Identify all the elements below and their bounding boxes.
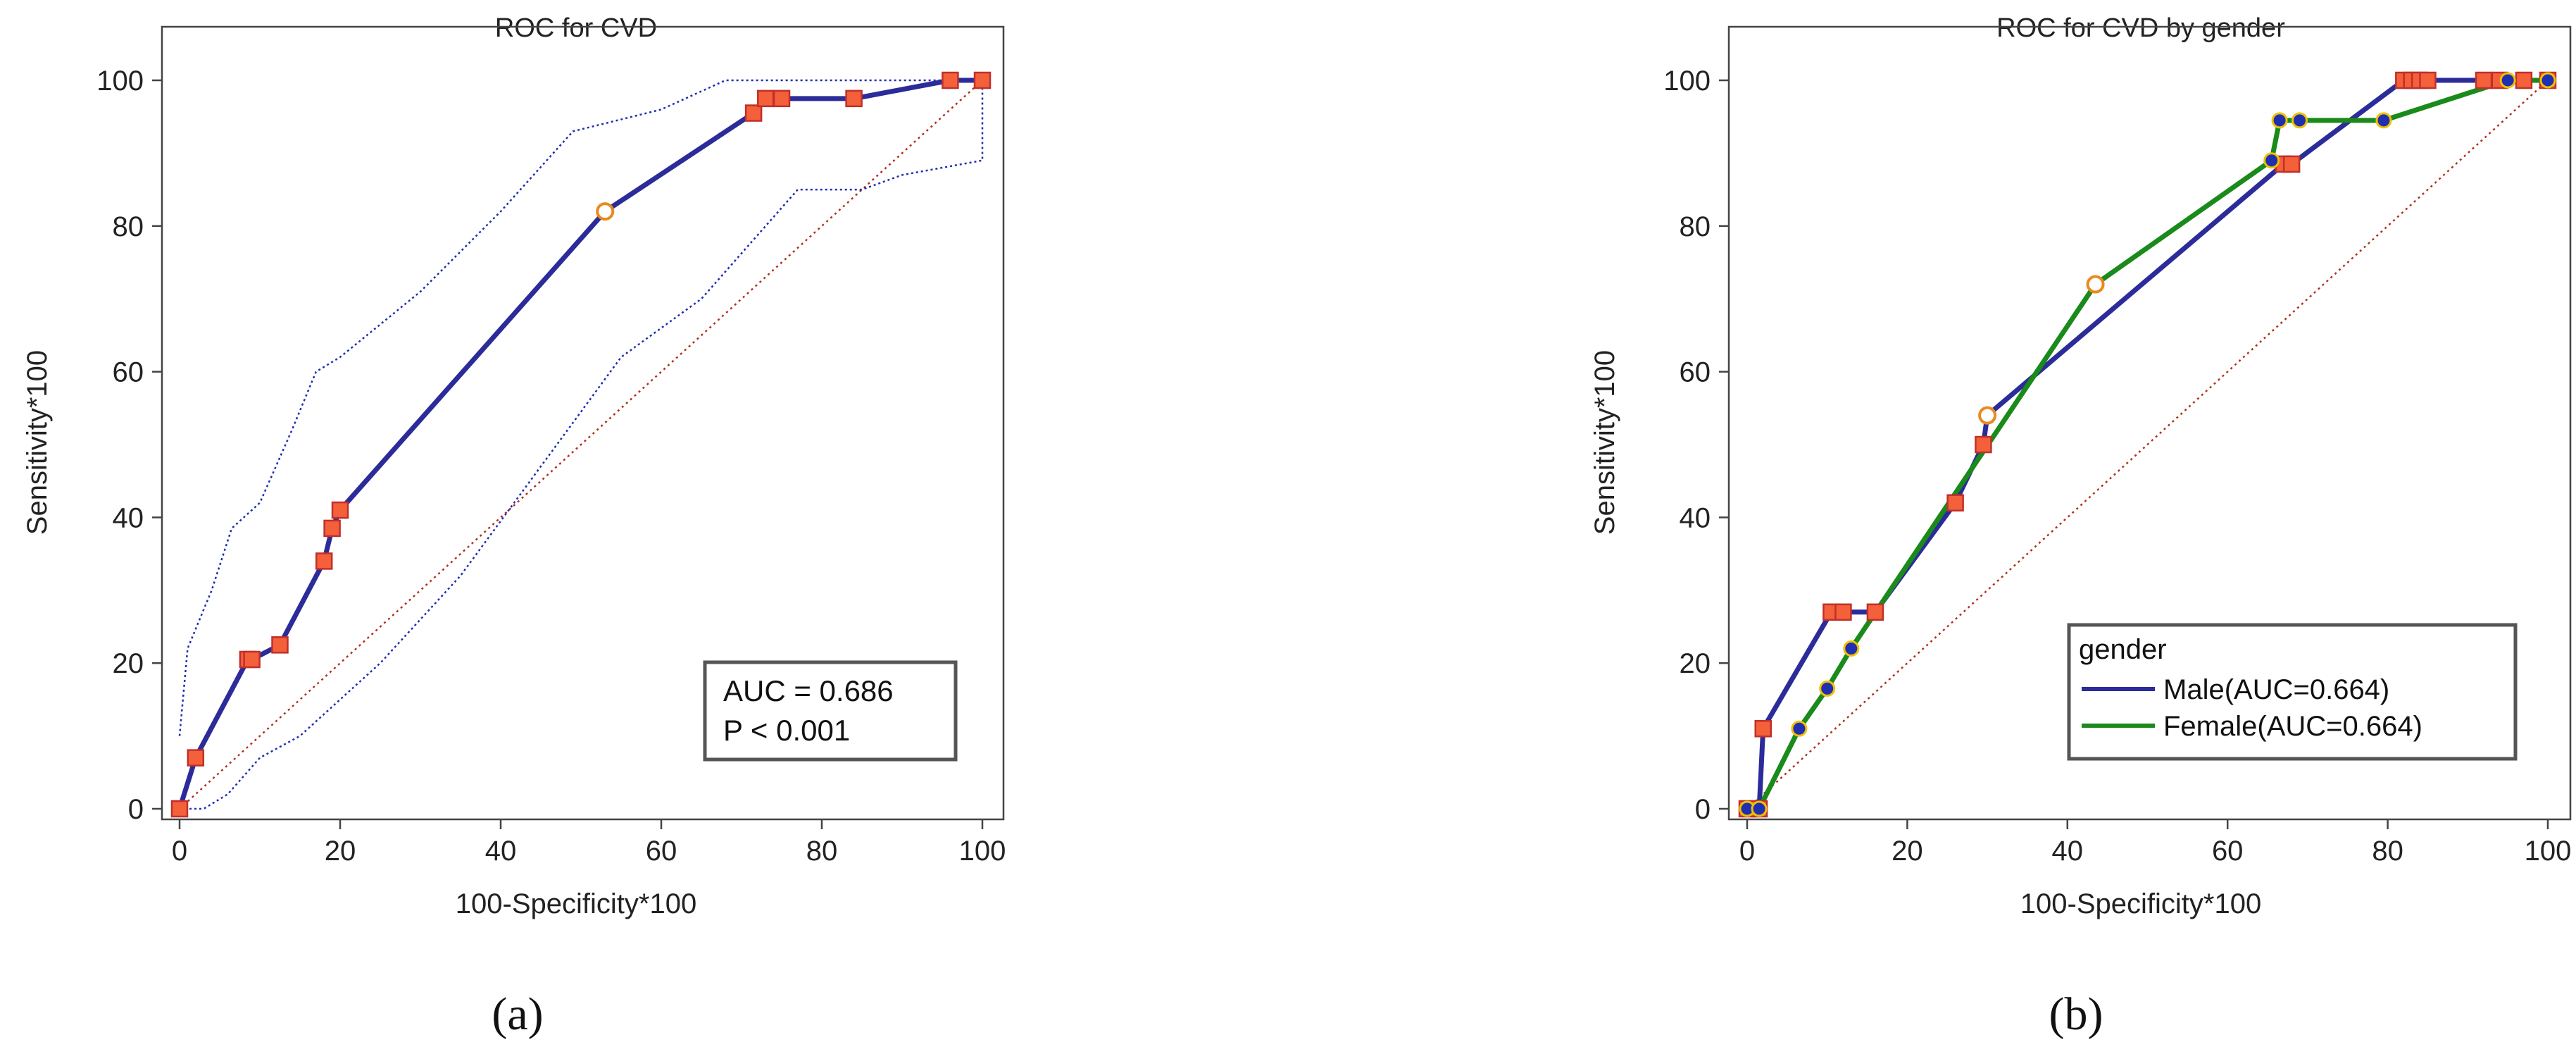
a-roc-point-marker — [331, 501, 349, 519]
b-female-point-marker — [1791, 720, 1808, 737]
auc-annotation-box: AUC = 0.686 P < 0.001 — [703, 660, 958, 762]
b-female-optimal-point-marker — [2086, 275, 2105, 294]
b-female-point-marker — [2539, 72, 2556, 89]
b-female-roc-curve — [1747, 77, 2548, 812]
a-roc-point-marker — [271, 636, 289, 654]
a-xtick-label: 0 — [172, 836, 187, 867]
b-xtick-label: 20 — [1892, 836, 1923, 867]
panel-b-ylabel: Sensitivity*100 — [1589, 350, 1620, 535]
a-roc-point-marker — [845, 89, 863, 108]
legend-male-label: Male(AUC=0.664) — [2163, 674, 2389, 705]
a-ytick-label: 20 — [113, 648, 144, 679]
b-ytick-label: 60 — [1680, 357, 1711, 388]
a-roc-point-marker — [187, 749, 205, 767]
auc-text: AUC = 0.686 — [723, 674, 894, 707]
a-reference-diagonal — [179, 80, 983, 810]
b-female-point-marker — [1843, 640, 1860, 657]
a-roc-point-marker — [315, 552, 333, 570]
b-male-optimal-point-marker — [1978, 406, 1997, 425]
b-male-point-marker — [1946, 494, 1964, 511]
gender-legend: gender Male(AUC=0.664) Female(AUC=0.664) — [2067, 623, 2518, 761]
b-xtick-label: 0 — [1739, 836, 1755, 867]
b-xtick-label: 100 — [2525, 836, 2572, 867]
b-male-point-marker — [1975, 435, 1992, 454]
b-ytick-label: 20 — [1680, 648, 1711, 679]
b-reference-diagonal — [1746, 80, 2549, 810]
panel-b-roc: ROC for CVD by gender 0 20 40 60 80 100 0 20 40 6… — [1589, 13, 2571, 1040]
a-xtick-label: 60 — [646, 836, 677, 867]
p-value-text: P < 0.001 — [723, 714, 850, 747]
a-ytick-label: 0 — [128, 794, 144, 825]
panel-a-roc: ROC for CVD 0 20 40 60 80 100 0 20 40 60 80 100 100… — [22, 13, 1006, 1040]
b-female-point-marker — [2499, 72, 2516, 89]
b-ytick-label: 100 — [1663, 66, 1711, 97]
b-female-point-marker — [2271, 112, 2288, 129]
a-xtick-label: 100 — [959, 836, 1006, 867]
panel-b-subfigure-label: (b) — [2049, 988, 2103, 1040]
a-ci-upper-line — [178, 79, 982, 736]
panel-b-title: ROC for CVD by gender — [1996, 13, 2285, 43]
a-roc-point-marker — [756, 89, 775, 108]
b-male-point-marker — [2419, 71, 2437, 89]
panel-a-xlabel: 100-Specificity*100 — [456, 888, 696, 919]
b-female-point-marker — [2291, 112, 2308, 129]
a-optimal-point-marker — [596, 202, 615, 221]
a-ytick-label: 100 — [96, 66, 144, 97]
b-male-point-marker — [1754, 720, 1772, 738]
b-female-point-marker — [1819, 680, 1836, 697]
a-roc-point-marker — [323, 519, 341, 538]
b-male-point-marker — [1834, 603, 1852, 621]
a-ytick-label: 80 — [113, 211, 144, 242]
b-male-point-marker — [2515, 71, 2533, 89]
panel-a-ylabel: Sensitivity*100 — [22, 350, 53, 535]
a-roc-point-marker — [973, 71, 992, 89]
legend-female-label: Female(AUC=0.664) — [2163, 711, 2422, 742]
b-female-point-marker — [1751, 800, 1768, 817]
b-ytick-label: 80 — [1680, 211, 1711, 242]
a-roc-point-marker — [773, 89, 791, 108]
a-xtick-label: 80 — [806, 836, 838, 867]
panel-a-plot-frame — [161, 25, 1005, 821]
legend-title: gender — [2079, 634, 2167, 665]
a-roc-point-marker — [744, 104, 763, 122]
b-female-point-marker — [2263, 152, 2280, 169]
a-ci-lower-line — [180, 80, 984, 810]
a-roc-point-marker — [243, 650, 261, 669]
b-male-point-marker — [1866, 603, 1884, 621]
a-ytick-label: 60 — [113, 357, 144, 388]
b-male-point-marker — [2475, 71, 2493, 89]
panel-b-plot-frame — [1727, 25, 2572, 821]
panel-a-subfigure-label: (a) — [492, 988, 543, 1040]
b-xtick-label: 60 — [2212, 836, 2244, 867]
a-xtick-label: 20 — [325, 836, 356, 867]
a-roc-point-marker — [942, 71, 959, 89]
b-xtick-label: 80 — [2372, 836, 2403, 867]
panel-a-title: ROC for CVD — [495, 13, 657, 43]
b-ytick-label: 0 — [1695, 794, 1711, 825]
b-xtick-label: 40 — [2052, 836, 2084, 867]
a-ytick-label: 40 — [113, 502, 144, 533]
b-male-point-marker — [2282, 155, 2301, 173]
b-ytick-label: 40 — [1680, 502, 1711, 533]
panel-b-xlabel: 100-Specificity*100 — [2020, 888, 2261, 919]
b-female-point-marker — [2375, 112, 2392, 129]
a-xtick-label: 40 — [485, 836, 517, 867]
a-roc-point-marker — [170, 800, 189, 818]
